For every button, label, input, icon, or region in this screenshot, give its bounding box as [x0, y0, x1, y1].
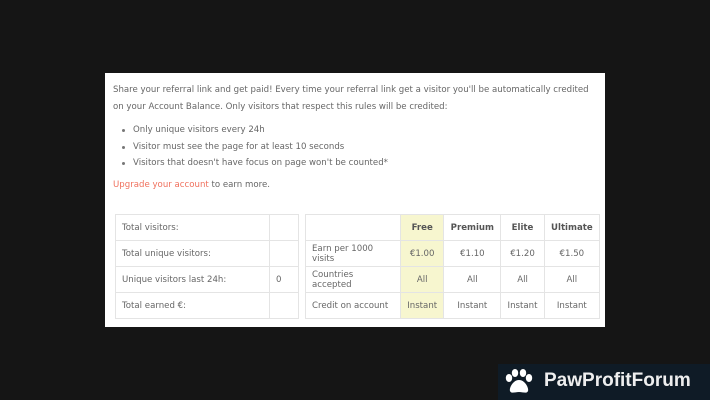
- row-label: Earn per 1000 visits: [305, 240, 401, 267]
- table-row: Earn per 1000 visits €1.00 €1.10 €1.20 €1.50: [305, 240, 601, 267]
- stat-value: [269, 240, 299, 267]
- row-label: Countries accepted: [305, 266, 401, 293]
- stat-value: 0: [269, 266, 299, 293]
- stat-label: Total unique visitors:: [115, 240, 270, 267]
- rule-item: Visitor must see the page for at least 1…: [122, 139, 388, 156]
- table-row: Total visitors:: [115, 214, 299, 241]
- upgrade-line: Upgrade your account to earn more.: [113, 180, 270, 190]
- cell: €1.10: [443, 240, 502, 267]
- cell: All: [500, 266, 545, 293]
- cell: All: [543, 266, 601, 293]
- referral-panel: Share your referral link and get paid! E…: [105, 73, 605, 327]
- cell: All: [443, 266, 502, 293]
- header-cell: [305, 214, 401, 241]
- rule-item: Visitors that doesn't have focus on page…: [122, 155, 388, 172]
- header-ultimate: Ultimate: [543, 214, 601, 241]
- stat-label: Total visitors:: [115, 214, 270, 241]
- stat-value: [269, 292, 299, 319]
- table-row: Credit on account Instant Instant Instant In…: [305, 292, 601, 319]
- table-row: Countries accepted All All All All: [305, 266, 601, 293]
- header-free: Free: [399, 214, 445, 241]
- table-header-row: Free Premium Elite Ultimate: [305, 214, 601, 241]
- cell: Instant: [399, 292, 445, 319]
- stat-label: Unique visitors last 24h:: [115, 266, 270, 293]
- header-elite: Elite: [500, 214, 545, 241]
- cell: €1.50: [543, 240, 601, 267]
- cell: All: [399, 266, 445, 293]
- paw-icon: [505, 369, 533, 393]
- cell: Instant: [543, 292, 601, 319]
- rules-list: Only unique visitors every 24h Visitor m…: [113, 122, 388, 172]
- cell: €1.20: [500, 240, 545, 267]
- upgrade-text: to earn more.: [208, 180, 270, 190]
- watermark: PawProfitForum: [498, 364, 710, 400]
- cell: Instant: [443, 292, 502, 319]
- watermark-text: PawProfitForum: [544, 370, 691, 391]
- cell: Instant: [500, 292, 545, 319]
- row-label: Credit on account: [305, 292, 401, 319]
- stat-label: Total earned €:: [115, 292, 270, 319]
- stat-value: [269, 214, 299, 241]
- cell: €1.00: [399, 240, 445, 267]
- upgrade-link[interactable]: Upgrade your account: [113, 180, 209, 190]
- rule-item: Only unique visitors every 24h: [122, 122, 388, 139]
- table-row: Total unique visitors:: [115, 240, 299, 267]
- header-premium: Premium: [443, 214, 502, 241]
- plans-table: Free Premium Elite Ultimate Earn per 1000 v…: [305, 214, 601, 319]
- table-row: Total earned €:: [115, 292, 299, 319]
- stats-table: Total visitors: Total unique visitors: U…: [115, 214, 299, 319]
- intro-text: Share your referral link and get paid! E…: [113, 85, 589, 112]
- table-row: Unique visitors last 24h: 0: [115, 266, 299, 293]
